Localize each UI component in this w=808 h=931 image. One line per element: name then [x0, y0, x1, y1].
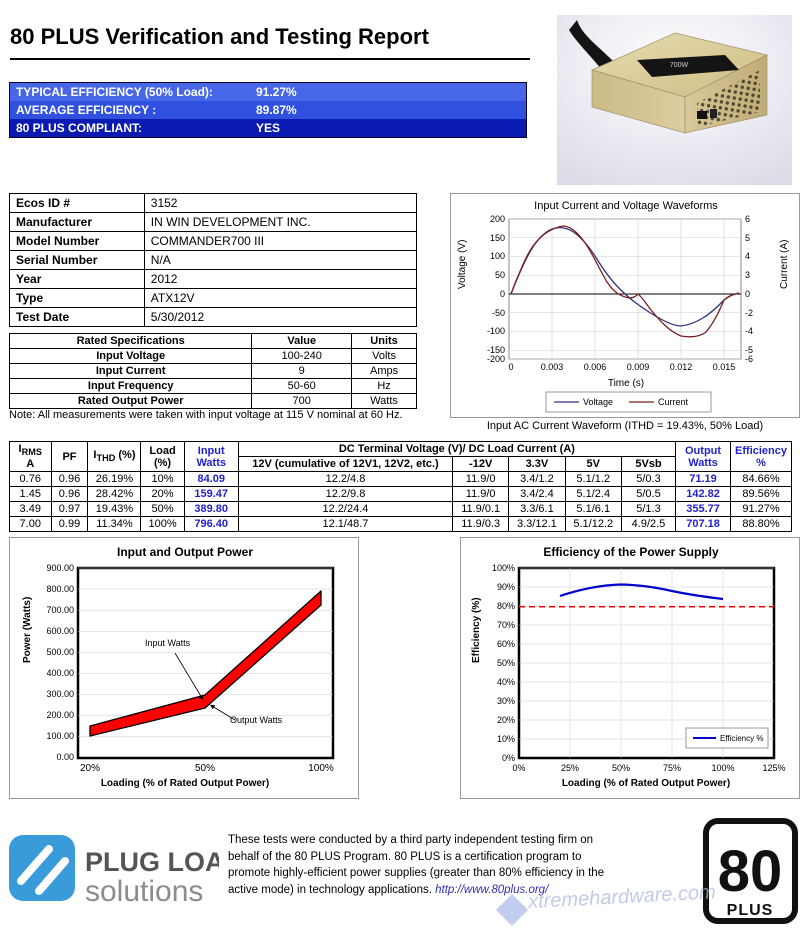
svg-text:100%: 100% — [492, 563, 515, 573]
svg-text:Input Watts: Input Watts — [145, 638, 191, 648]
svg-text:700W: 700W — [670, 62, 689, 69]
svg-text:200: 200 — [490, 214, 505, 224]
svg-text:Efficiency (%): Efficiency (%) — [471, 597, 482, 663]
svg-text:80%: 80% — [497, 601, 515, 611]
svg-text:Time (s): Time (s) — [608, 378, 644, 389]
svg-text:0.012: 0.012 — [670, 362, 693, 372]
svg-text:100: 100 — [490, 251, 505, 261]
svg-text:0.015: 0.015 — [713, 362, 736, 372]
svg-text:10%: 10% — [497, 734, 515, 744]
svg-text:Input Current and Voltage Wave: Input Current and Voltage Waveforms — [534, 200, 718, 212]
svg-text:4: 4 — [745, 251, 750, 261]
svg-text:PLUS: PLUS — [727, 902, 774, 919]
svg-text:Current: Current — [658, 397, 689, 407]
svg-text:25%: 25% — [561, 763, 579, 773]
svg-text:0.006: 0.006 — [584, 362, 607, 372]
svg-text:0.00: 0.00 — [56, 752, 74, 762]
svg-text:0.003: 0.003 — [541, 362, 564, 372]
svg-text:-200: -200 — [487, 354, 505, 364]
svg-text:50%: 50% — [612, 763, 630, 773]
svg-text:0: 0 — [745, 289, 750, 299]
svg-text:20%: 20% — [497, 715, 515, 725]
svg-text:-6: -6 — [745, 354, 753, 364]
svg-text:90%: 90% — [497, 582, 515, 592]
svg-text:Output Watts: Output Watts — [230, 715, 283, 725]
svg-text:3: 3 — [745, 270, 750, 280]
svg-text:60%: 60% — [497, 639, 515, 649]
svg-text:PLUG LOAD: PLUG LOAD — [85, 847, 219, 877]
svg-text:0: 0 — [508, 362, 513, 372]
svg-text:0%: 0% — [512, 763, 525, 773]
svg-text:500.00: 500.00 — [46, 647, 74, 657]
svg-text:-2: -2 — [745, 308, 753, 318]
svg-text:-100: -100 — [487, 326, 505, 336]
svg-text:125%: 125% — [762, 763, 785, 773]
svg-text:Efficiency of the Power Supply: Efficiency of the Power Supply — [543, 545, 719, 559]
svg-text:100%: 100% — [711, 763, 734, 773]
svg-text:20%: 20% — [80, 763, 100, 774]
svg-text:5: 5 — [745, 233, 750, 243]
svg-text:Efficiency %: Efficiency % — [720, 734, 763, 743]
svg-text:50%: 50% — [497, 658, 515, 668]
svg-text:100%: 100% — [308, 763, 334, 774]
svg-text:50%: 50% — [195, 763, 215, 774]
svg-text:0%: 0% — [502, 753, 515, 763]
svg-text:300.00: 300.00 — [46, 689, 74, 699]
svg-text:Loading (% of Rated Output Pow: Loading (% of Rated Output Power) — [562, 778, 730, 789]
svg-text:Voltage: Voltage — [583, 397, 613, 407]
svg-text:Loading (% of Rated Output Pow: Loading (% of Rated Output Power) — [101, 778, 269, 789]
svg-text:70%: 70% — [497, 620, 515, 630]
svg-text:400.00: 400.00 — [46, 668, 74, 678]
svg-text:solutions: solutions — [85, 875, 203, 908]
svg-text:-4: -4 — [745, 326, 753, 336]
svg-text:900.00: 900.00 — [46, 563, 74, 573]
svg-text:800.00: 800.00 — [46, 584, 74, 594]
svg-text:Voltage (V): Voltage (V) — [457, 240, 468, 289]
svg-text:600.00: 600.00 — [46, 626, 74, 636]
svg-text:-50: -50 — [492, 308, 505, 318]
svg-text:75%: 75% — [663, 763, 681, 773]
svg-text:50: 50 — [495, 270, 505, 280]
svg-text:100.00: 100.00 — [46, 731, 74, 741]
svg-text:Power (Watts): Power (Watts) — [22, 597, 33, 663]
svg-text:150: 150 — [490, 233, 505, 243]
svg-text:0.009: 0.009 — [627, 362, 650, 372]
svg-text:6: 6 — [745, 214, 750, 224]
svg-text:Input and Output Power: Input and Output Power — [117, 545, 253, 559]
svg-text:40%: 40% — [497, 677, 515, 687]
svg-text:700.00: 700.00 — [46, 605, 74, 615]
svg-text:200.00: 200.00 — [46, 710, 74, 720]
svg-text:0: 0 — [500, 289, 505, 299]
svg-text:30%: 30% — [497, 696, 515, 706]
svg-text:Current (A): Current (A) — [779, 240, 790, 289]
